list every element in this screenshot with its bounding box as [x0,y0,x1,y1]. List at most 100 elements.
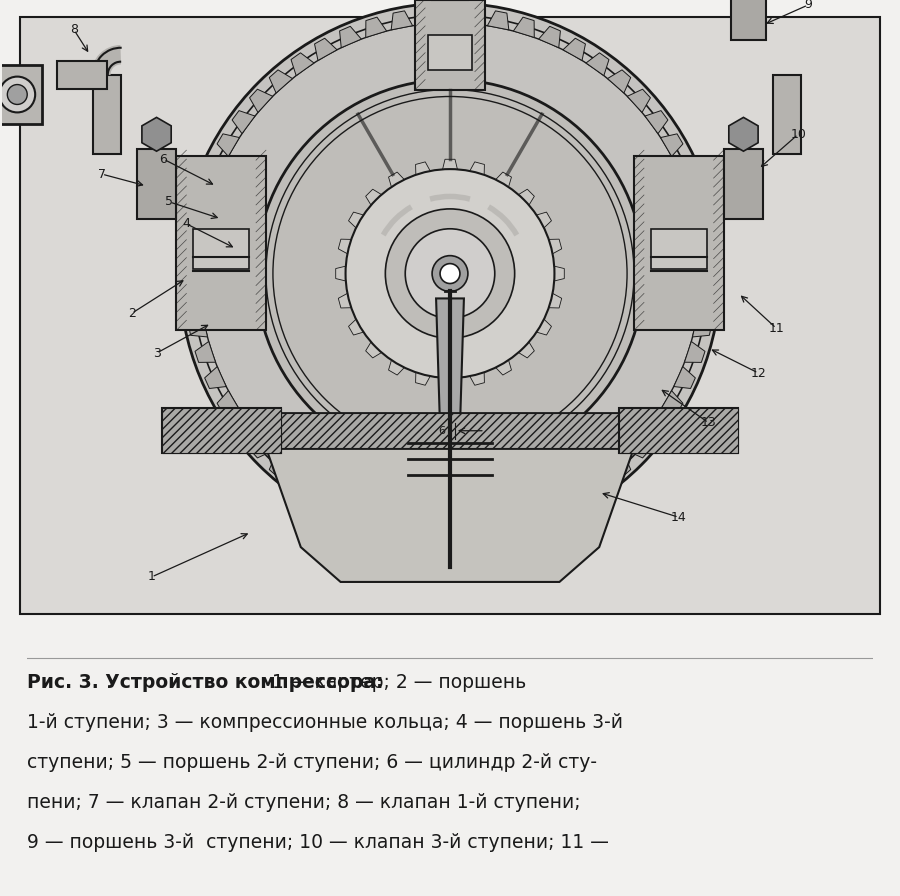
Polygon shape [692,211,712,231]
Text: 8: 8 [70,23,78,37]
Bar [731,0,766,39]
Polygon shape [549,265,564,282]
Polygon shape [586,471,609,495]
Polygon shape [339,499,361,521]
Polygon shape [627,90,651,112]
Polygon shape [441,159,459,175]
Bar [619,408,739,452]
Polygon shape [544,239,562,256]
Polygon shape [586,53,609,75]
Polygon shape [416,367,433,385]
Polygon shape [532,212,552,231]
Polygon shape [436,298,464,427]
Polygon shape [674,159,696,180]
Bar [194,228,249,269]
Polygon shape [461,522,482,539]
Polygon shape [217,134,239,157]
Polygon shape [217,391,239,413]
Polygon shape [291,471,314,495]
Polygon shape [563,487,586,509]
Polygon shape [249,435,273,458]
Polygon shape [492,172,511,192]
Text: Рис. 3. Устройство компрессора:: Рис. 3. Устройство компрессора: [27,673,383,692]
Bar [137,150,176,219]
Polygon shape [314,487,337,509]
Polygon shape [700,263,716,285]
Polygon shape [392,517,412,536]
Polygon shape [184,263,200,285]
Polygon shape [488,11,508,30]
Polygon shape [232,110,255,134]
Polygon shape [184,237,202,258]
Text: 1-й ступени; 3 — компрессионные кольца; 4 — поршень 3-й: 1-й ступени; 3 — компрессионные кольца; … [27,713,623,732]
Text: 4: 4 [183,218,190,230]
Bar [176,156,266,331]
Bar [93,74,121,154]
Text: 10: 10 [790,128,806,141]
Polygon shape [291,53,314,75]
Polygon shape [269,454,292,478]
Polygon shape [389,172,408,192]
Polygon shape [692,315,712,337]
Text: 11: 11 [769,322,784,335]
Polygon shape [467,367,484,385]
Text: 12: 12 [751,366,766,380]
Polygon shape [338,291,356,308]
Polygon shape [338,239,356,256]
Polygon shape [348,212,368,231]
Text: 14: 14 [670,511,687,524]
Text: 9 — поршень 3-й  ступени; 10 — клапан 3-й ступени; 11 —: 9 — поршень 3-й ступени; 10 — клапан 3-й… [27,832,609,851]
Polygon shape [204,159,226,180]
Polygon shape [392,11,412,30]
Polygon shape [249,90,273,112]
Polygon shape [539,26,561,47]
Bar [651,228,706,269]
Bar [161,408,281,452]
Polygon shape [661,134,683,157]
Polygon shape [608,70,631,93]
Polygon shape [339,26,361,47]
Polygon shape [389,355,408,375]
Polygon shape [539,499,561,521]
Text: 9: 9 [805,0,812,12]
Bar [409,427,493,482]
Polygon shape [195,341,215,362]
Polygon shape [698,237,716,258]
Text: пени; 7 — клапан 2-й ступени; 8 — клапан 1-й ступени;: пени; 7 — клапан 2-й ступени; 8 — клапан… [27,793,580,812]
Polygon shape [514,189,535,210]
Polygon shape [685,341,705,362]
Polygon shape [698,289,716,311]
Polygon shape [336,265,351,282]
Polygon shape [416,162,433,180]
Polygon shape [348,315,368,335]
Polygon shape [729,117,758,151]
Text: 3: 3 [153,347,160,359]
Text: ступени; 5 — поршень 2-й ступени; 6 — цилиндр 2-й сту-: ступени; 5 — поршень 2-й ступени; 6 — ци… [27,753,597,771]
Polygon shape [188,315,208,337]
Text: 2: 2 [128,306,136,320]
Polygon shape [467,162,484,180]
Circle shape [7,84,27,105]
Text: 6: 6 [438,426,445,435]
Polygon shape [608,454,631,478]
Polygon shape [685,185,705,206]
Circle shape [0,76,35,112]
Circle shape [440,263,460,283]
Bar [724,150,763,219]
Polygon shape [492,355,511,375]
Text: 1 — картер; 2 — поршень: 1 — картер; 2 — поршень [266,673,526,692]
Polygon shape [365,189,386,210]
Polygon shape [645,110,668,134]
Bar [161,408,281,452]
Polygon shape [188,211,208,231]
Polygon shape [513,510,535,530]
Bar [246,413,654,448]
Polygon shape [365,17,387,38]
Polygon shape [418,7,439,25]
Polygon shape [441,373,459,388]
Text: 13: 13 [701,417,716,429]
Polygon shape [661,391,683,413]
Circle shape [256,80,644,468]
Bar [57,61,107,89]
Text: 1: 1 [148,571,156,583]
